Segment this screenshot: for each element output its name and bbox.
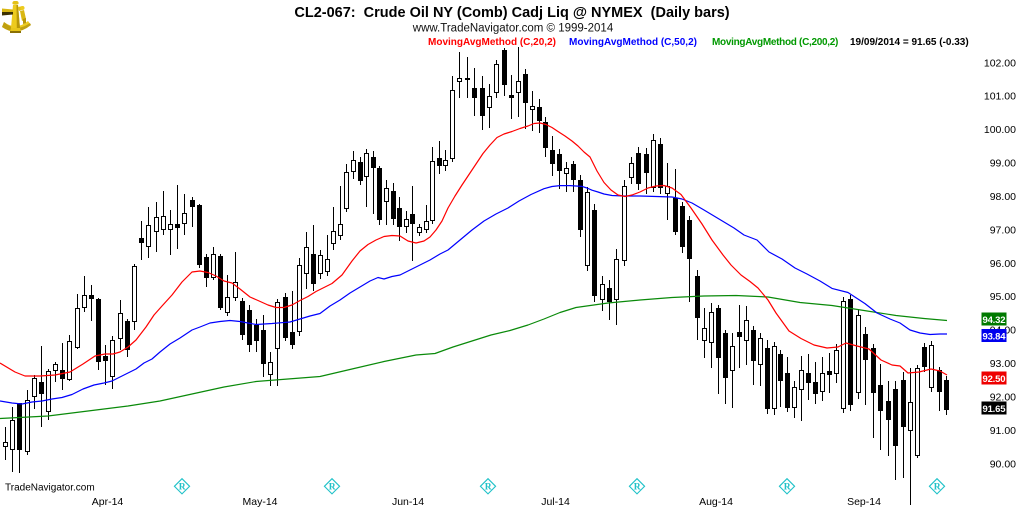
svg-text:99.00: 99.00 — [990, 158, 1016, 170]
svg-text:R: R — [179, 483, 186, 493]
svg-text:R: R — [784, 483, 791, 493]
svg-text:92.50: 92.50 — [983, 374, 1006, 385]
svg-text:MovingAvgMethod (C,20,2): MovingAvgMethod (C,20,2) — [428, 37, 556, 48]
svg-text:MovingAvgMethod (C,50,2): MovingAvgMethod (C,50,2) — [569, 37, 697, 48]
svg-text:CL2-067: Crude Oil NY (Comb): CL2-067: Crude Oil NY (Comb) Cadj Liq @ … — [294, 5, 729, 21]
svg-text:102.00: 102.00 — [984, 57, 1016, 69]
svg-text:19/09/2014 = 91.65 (-0.33): 19/09/2014 = 91.65 (-0.33) — [850, 37, 969, 48]
svg-text:R: R — [485, 483, 492, 493]
svg-text:TradeNavigator.com: TradeNavigator.com — [5, 483, 95, 494]
svg-text:Jul-14: Jul-14 — [541, 496, 570, 508]
svg-text:Apr-14: Apr-14 — [92, 496, 124, 508]
svg-text:100.00: 100.00 — [984, 124, 1016, 136]
svg-text:93.84: 93.84 — [983, 332, 1007, 343]
svg-text:Jun-14: Jun-14 — [392, 496, 424, 508]
svg-text:May-14: May-14 — [242, 496, 277, 508]
svg-text:91.65: 91.65 — [983, 404, 1007, 415]
svg-text:97.00: 97.00 — [990, 224, 1016, 236]
svg-text:R: R — [934, 483, 941, 493]
svg-text:96.00: 96.00 — [990, 258, 1016, 270]
svg-text:91.00: 91.00 — [990, 425, 1016, 437]
svg-text:Sep-14: Sep-14 — [847, 496, 881, 508]
svg-text:MovingAvgMethod (C,200,2): MovingAvgMethod (C,200,2) — [712, 37, 838, 48]
svg-text:R: R — [634, 483, 641, 493]
svg-text:92.00: 92.00 — [990, 392, 1016, 404]
svg-text:93.00: 93.00 — [990, 358, 1016, 370]
svg-text:94.32: 94.32 — [983, 315, 1006, 326]
svg-text:95.00: 95.00 — [990, 291, 1016, 303]
svg-text:Aug-14: Aug-14 — [699, 496, 733, 508]
svg-text:101.00: 101.00 — [984, 91, 1016, 103]
svg-text:98.00: 98.00 — [990, 191, 1016, 203]
svg-text:R: R — [329, 483, 336, 493]
svg-text:www.TradeNavigator.com © 1999-: www.TradeNavigator.com © 1999-2014 — [412, 23, 614, 35]
svg-text:90.00: 90.00 — [990, 458, 1016, 470]
